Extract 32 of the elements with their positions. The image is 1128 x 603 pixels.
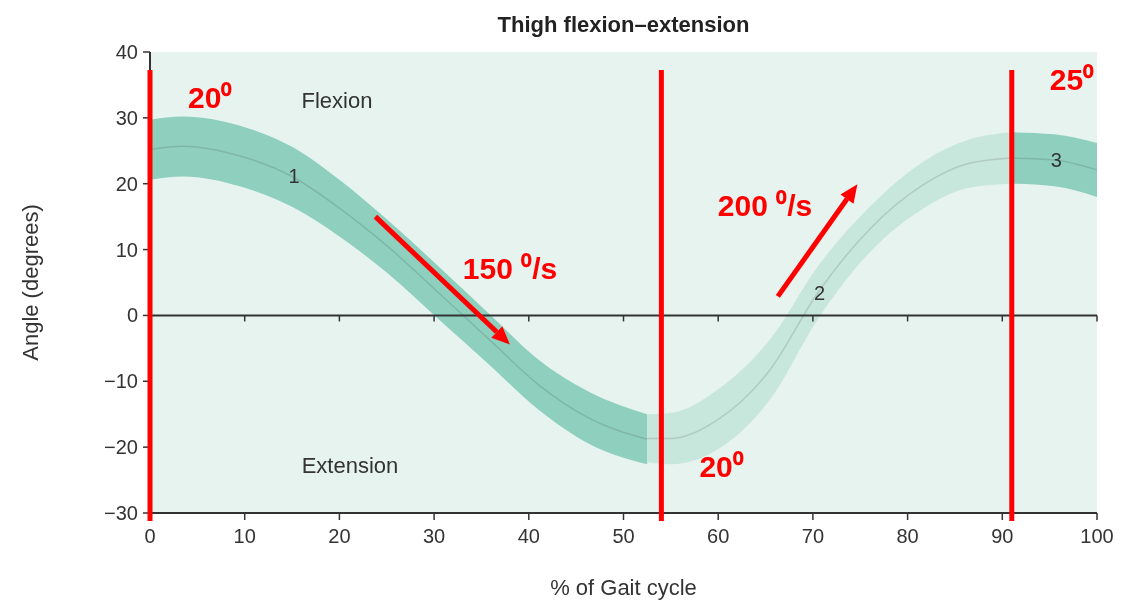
x-tick-label: 0 — [144, 525, 156, 547]
chart-title: Thigh flexion–extension — [497, 12, 750, 37]
y-tick-label: −20 — [104, 436, 138, 459]
x-tick-label: 30 — [422, 525, 446, 547]
x-tick-label: 80 — [896, 525, 919, 547]
annotation: Extension — [301, 452, 399, 478]
x-tick-label: 90 — [991, 525, 1014, 547]
y-tick-label: 20 — [115, 172, 138, 195]
y-tick-label: 0 — [126, 304, 138, 327]
ref-line-label: 25⁰ — [1049, 62, 1095, 96]
y-tick-label: −30 — [104, 502, 138, 524]
x-tick-label: 50 — [612, 525, 635, 547]
y-tick-label: −10 — [104, 370, 138, 393]
ref-line-label: 20⁰ — [188, 81, 233, 115]
annotation: Flexion — [301, 87, 373, 113]
x-tick-label: 40 — [517, 525, 540, 547]
annotation: 200 ⁰/s — [717, 188, 813, 222]
y-axis-title: Angle (degrees) — [18, 204, 43, 361]
annotation: 150 ⁰/s — [462, 251, 558, 285]
x-tick-label: 70 — [801, 525, 825, 547]
series-label: 3 — [1050, 149, 1062, 172]
series-label: 2 — [814, 282, 826, 305]
y-tick-label: 40 — [115, 41, 138, 63]
x-axis-title: % of Gait cycle — [550, 575, 697, 600]
x-tick-label: 100 — [1080, 525, 1114, 547]
x-tick-label: 20 — [328, 525, 351, 547]
y-tick-label: 30 — [115, 106, 138, 129]
series-label: 1 — [288, 165, 300, 188]
y-tick-label: 10 — [115, 238, 138, 261]
x-tick-label: 10 — [233, 525, 256, 547]
x-tick-label: 60 — [707, 525, 730, 547]
ref-line-label: 20⁰ — [699, 449, 744, 483]
